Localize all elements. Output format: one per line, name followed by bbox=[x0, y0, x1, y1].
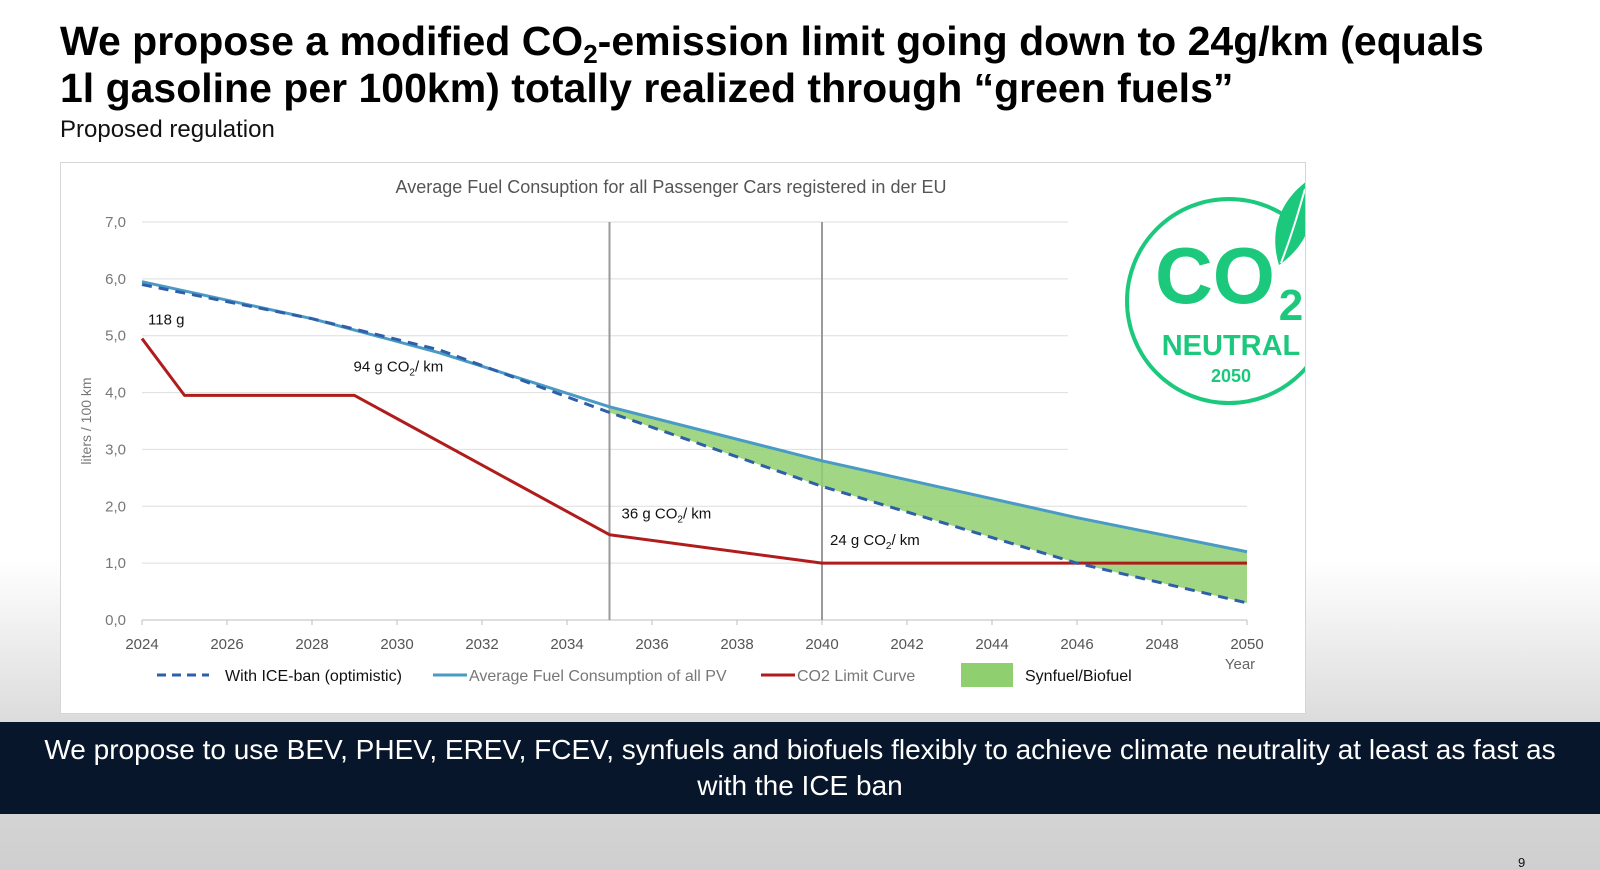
title-text-part-1: We propose a modified CO bbox=[60, 18, 584, 64]
grid-lines bbox=[142, 221, 1247, 621]
y-tick-label: 6,0 bbox=[105, 271, 126, 288]
subtitle-caption-bar: We propose to use BEV, PHEV, EREV, FCEV,… bbox=[0, 722, 1600, 814]
title-text-part-2: -emission limit going down to 24g/km (eq… bbox=[597, 18, 1484, 64]
y-axis-ticks: 0,0 1,0 2,0 3,0 4,0 5,0 6,0 7,0 bbox=[105, 214, 126, 629]
x-tick-label: 2024 bbox=[125, 636, 158, 653]
annotation-label: 36 g CO2/ km bbox=[622, 506, 712, 526]
y-tick-label: 2,0 bbox=[105, 498, 126, 515]
series-line-with-ice-ban-optimistic- bbox=[141, 283, 1248, 605]
chart-container: Average Fuel Consuption for all Passenge… bbox=[60, 162, 1373, 714]
y-tick-label: 1,0 bbox=[105, 555, 126, 572]
y-tick-label: 7,0 bbox=[105, 214, 126, 231]
badge-sub-text: 2 bbox=[1279, 281, 1303, 330]
badge-neutral-text: NEUTRAL bbox=[1162, 330, 1301, 362]
x-tick-label: 2036 bbox=[635, 636, 668, 653]
series-line-co2-limit-curve bbox=[140, 337, 1247, 565]
x-tick-label: 2038 bbox=[720, 636, 753, 653]
legend-label: CO2 Limit Curve bbox=[797, 668, 915, 685]
slide-subtitle: Proposed regulation bbox=[60, 116, 275, 143]
x-axis-label: Year bbox=[1225, 656, 1255, 673]
page-number: 9 bbox=[1518, 855, 1526, 870]
y-tick-label: 5,0 bbox=[105, 328, 126, 345]
series-lines bbox=[140, 280, 1248, 605]
legend-label: Average Fuel Consumption of all PV bbox=[469, 668, 727, 685]
annotation-label: 118 g bbox=[148, 312, 184, 329]
legend: With ICE-ban (optimistic) Average Fuel Co… bbox=[157, 663, 1132, 687]
x-tick-label: 2040 bbox=[805, 636, 838, 653]
reference-lines bbox=[608, 222, 823, 620]
fuel-consumption-chart: Average Fuel Consuption for all Passenge… bbox=[78, 177, 1373, 687]
x-tick-label: 2044 bbox=[975, 636, 1008, 653]
x-tick-label: 2034 bbox=[550, 636, 583, 653]
badge-leaf-vein-left bbox=[1280, 188, 1306, 264]
synfuel-biofuel-area bbox=[609, 406, 1247, 603]
x-tick-label: 2050 bbox=[1230, 636, 1263, 653]
x-tick-label: 2026 bbox=[210, 636, 243, 653]
badge-year-text: 2050 bbox=[1211, 366, 1251, 386]
slide-title-line-1: We propose a modified CO2-emission limit… bbox=[60, 18, 1540, 67]
x-tick-label: 2028 bbox=[295, 636, 328, 653]
x-tick-label: 2032 bbox=[465, 636, 498, 653]
badge-leaf-left-icon bbox=[1275, 181, 1313, 265]
x-tick-label: 2046 bbox=[1060, 636, 1093, 653]
annotation-label: 24 g CO2/ km bbox=[830, 532, 920, 552]
x-tick-label: 2048 bbox=[1145, 636, 1178, 653]
chart-title: Average Fuel Consuption for all Passenge… bbox=[396, 177, 947, 197]
slide-title: We propose a modified CO2-emission limit… bbox=[60, 18, 1540, 112]
legend-label: Synfuel/Biofuel bbox=[1025, 668, 1132, 685]
x-tick-label: 2030 bbox=[380, 636, 413, 653]
legend-label: With ICE-ban (optimistic) bbox=[225, 668, 402, 685]
caption-text: We propose to use BEV, PHEV, EREV, FCEV,… bbox=[44, 734, 1556, 801]
y-axis-label: liters / 100 km bbox=[78, 377, 94, 464]
annotations: 118 g 94 g CO2/ km 36 g CO2/ km 24 g CO2/ k… bbox=[148, 312, 920, 553]
title-subscript: 2 bbox=[583, 39, 598, 69]
y-tick-label: 3,0 bbox=[105, 441, 126, 458]
y-tick-label: 4,0 bbox=[105, 385, 126, 402]
slide-title-line-2: 1l gasoline per 100km) totally realized … bbox=[60, 65, 1234, 111]
badge-co-text: CO bbox=[1155, 231, 1275, 320]
co2-neutral-badge: CO 2 NEUTRAL 2050 bbox=[1125, 181, 1373, 405]
annotation-label: 94 g CO2/ km bbox=[354, 358, 444, 378]
y-tick-label: 0,0 bbox=[105, 612, 126, 629]
x-tick-label: 2042 bbox=[890, 636, 923, 653]
x-axis-ticks: 2024 2026 2028 2030 2032 2034 2036 2038 2040 2042… bbox=[125, 620, 1264, 653]
legend-swatch-area bbox=[961, 663, 1013, 687]
